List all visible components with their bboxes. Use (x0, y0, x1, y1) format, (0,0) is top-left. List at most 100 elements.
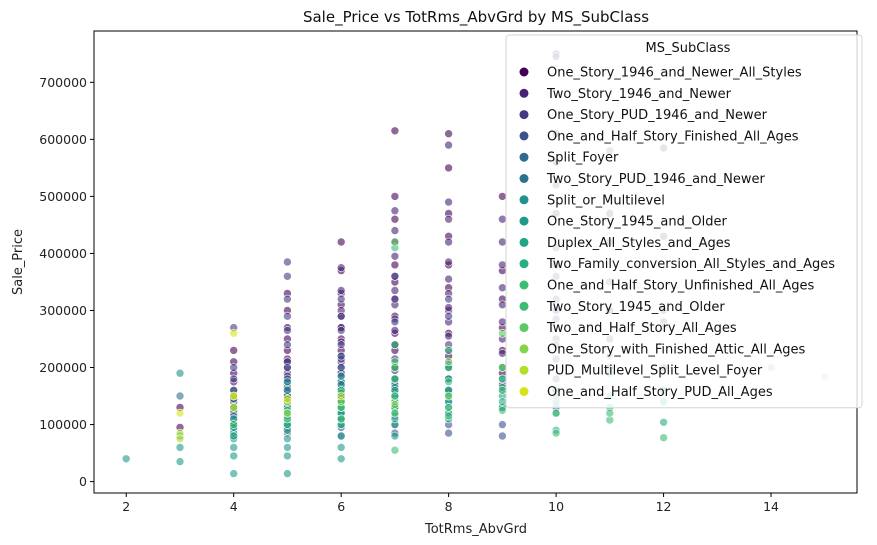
data-point (283, 469, 292, 478)
data-point (229, 451, 238, 461)
data-point (498, 420, 507, 429)
legend-marker (519, 152, 529, 162)
data-point (498, 317, 507, 327)
legend-marker (519, 237, 529, 247)
data-point (121, 454, 131, 464)
data-point (498, 214, 507, 224)
legend-label: Two_Story_1946_and_Newer (546, 87, 732, 102)
data-point (390, 408, 400, 418)
data-point (498, 374, 507, 384)
data-point (283, 443, 292, 452)
legend-label: Two_Family_conversion_All_Styles_and_Age… (546, 257, 835, 272)
data-point (229, 374, 238, 384)
legend-marker (519, 195, 529, 205)
data-point (175, 391, 185, 401)
data-point (444, 294, 453, 304)
legend-box (505, 34, 863, 409)
legend-marker (519, 110, 529, 120)
data-point (336, 351, 346, 361)
legend-marker (519, 216, 529, 226)
y-tick-label: 700000 (39, 75, 87, 90)
data-point (390, 294, 400, 304)
data-point (444, 140, 453, 150)
data-point (390, 400, 400, 409)
x-axis: 2 4 6 8 10 12 14 (122, 493, 779, 514)
data-point (336, 431, 346, 441)
data-point (444, 214, 453, 224)
series-One_and_Half_Story_PUD_All_Ages (175, 328, 292, 418)
legend-marker (519, 323, 529, 333)
legend-label: One_and_Half_Story_Finished_All_Ages (547, 129, 799, 144)
data-point (444, 129, 453, 138)
data-point (498, 283, 507, 293)
y-tick-label: 300000 (39, 303, 87, 318)
data-point (229, 363, 238, 372)
data-point (283, 394, 292, 404)
legend-marker (519, 88, 529, 98)
x-axis-label: TotRms_AbvGrd (424, 522, 527, 537)
data-point (444, 428, 453, 438)
data-point (390, 126, 400, 136)
y-axis: 0 100000 200000 300000 400000 500000 600000 700… (39, 75, 94, 489)
data-point (175, 368, 185, 378)
legend-label: One_Story_1946_and_Newer_All_Styles (547, 66, 802, 81)
data-point (444, 197, 453, 207)
data-point (229, 443, 238, 452)
data-point (390, 391, 400, 401)
data-point (498, 237, 507, 247)
data-point (498, 260, 507, 270)
data-point (444, 357, 453, 367)
data-point (444, 303, 453, 312)
legend-marker (519, 131, 529, 141)
legend-marker (519, 259, 529, 269)
data-point (175, 434, 185, 444)
data-point (444, 237, 453, 247)
data-point (336, 443, 346, 452)
data-point (283, 294, 292, 304)
data-point (390, 206, 400, 215)
y-tick-label: 200000 (39, 360, 87, 375)
legend-marker (519, 301, 529, 311)
data-point (336, 340, 346, 350)
data-point (390, 286, 400, 295)
y-tick-label: 600000 (39, 132, 87, 147)
data-point (498, 405, 507, 415)
legend-marker (519, 67, 529, 77)
data-point (444, 311, 453, 321)
data-point (336, 391, 346, 401)
series-PUD_Multilevel_Split_Level_Foyer (175, 391, 346, 444)
data-point (336, 311, 346, 321)
data-point (336, 371, 346, 381)
data-point (283, 363, 292, 372)
x-tick-label: 10 (548, 499, 564, 514)
data-point (336, 237, 346, 247)
data-point (444, 403, 453, 412)
data-point (390, 445, 400, 455)
data-point (336, 286, 346, 295)
x-tick-label: 4 (230, 499, 238, 514)
data-point (444, 257, 453, 267)
y-tick-label: 0 (79, 474, 87, 489)
data-point (283, 311, 292, 321)
data-point (390, 431, 400, 441)
chart-title: Sale_Price vs TotRms_AbvGrd by MS_SubCla… (303, 8, 649, 27)
data-point (390, 340, 400, 350)
data-point (229, 391, 238, 401)
legend-label: PUD_Multilevel_Split_Level_Foyer (547, 364, 763, 379)
data-point (283, 326, 292, 335)
data-point (336, 363, 346, 372)
legend-label: One_and_Half_Story_Unfinished_All_Ages (547, 279, 815, 294)
data-point (229, 431, 238, 441)
data-point (390, 214, 400, 224)
legend-label: Two_and_Half_Story_All_Ages (546, 321, 737, 336)
data-point (390, 271, 400, 281)
data-point (390, 374, 400, 384)
data-point (175, 408, 185, 418)
data-point (390, 260, 400, 270)
data-point (175, 443, 185, 452)
legend-label: One_Story_with_Finished_Attic_All_Ages (547, 342, 806, 357)
data-point (283, 408, 292, 418)
data-point (444, 274, 453, 284)
legend-marker (519, 174, 529, 183)
data-point (444, 377, 453, 387)
